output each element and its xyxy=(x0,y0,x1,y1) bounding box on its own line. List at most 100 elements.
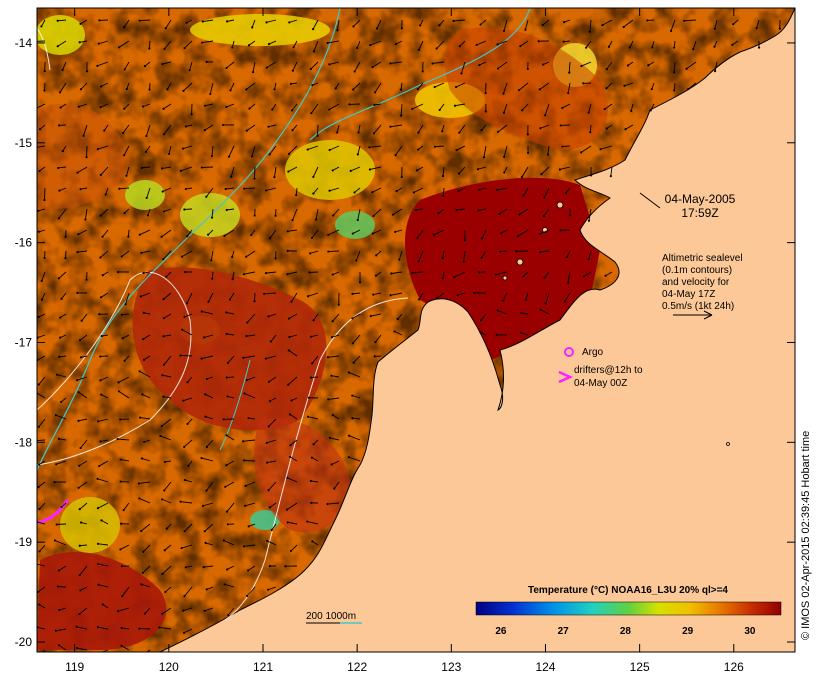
velocity-arrow-head xyxy=(124,303,127,306)
velocity-arrow xyxy=(147,208,151,216)
velocity-arrow-head xyxy=(61,149,64,153)
velocity-arrow xyxy=(287,477,298,483)
velocity-arrow-head xyxy=(96,147,100,151)
velocity-arrow-head xyxy=(60,400,63,404)
velocity-arrow xyxy=(539,229,550,235)
velocity-arrow-head xyxy=(288,335,291,339)
velocity-arrow xyxy=(227,19,235,22)
altimetry-line-2: (0.1m contours) xyxy=(662,265,732,276)
lat-tick-label: -18 xyxy=(15,435,33,449)
velocity-arrow-head xyxy=(37,485,40,489)
velocity-arrow-head xyxy=(100,393,103,396)
velocity-arrow-head xyxy=(732,23,735,26)
velocity-arrow xyxy=(201,311,214,315)
velocity-arrow xyxy=(500,229,508,234)
velocity-arrow xyxy=(244,459,256,462)
velocity-arrow-head xyxy=(250,155,253,158)
velocity-arrow-head xyxy=(289,455,292,459)
velocity-arrow xyxy=(101,519,109,525)
velocity-arrow-head xyxy=(100,519,103,522)
velocity-arrow-head xyxy=(524,298,527,302)
velocity-arrow-head xyxy=(421,70,424,73)
velocity-arrow-head xyxy=(246,321,249,324)
velocity-arrow-head xyxy=(138,19,141,22)
velocity-arrow-head xyxy=(374,274,378,277)
velocity-arrow xyxy=(162,374,172,378)
velocity-arrow xyxy=(390,61,403,64)
lat-tick-label: -14 xyxy=(15,36,33,50)
velocity-arrow xyxy=(162,607,172,615)
velocity-arrow xyxy=(524,19,529,30)
velocity-arrow xyxy=(184,586,193,597)
velocity-arrow-head xyxy=(755,27,758,30)
colorbar-ramp xyxy=(475,601,782,616)
velocity-arrow-head xyxy=(138,233,141,236)
velocity-arrow-head xyxy=(268,565,272,568)
velocity-arrow-head xyxy=(331,413,334,417)
velocity-arrow xyxy=(100,250,109,258)
velocity-arrow-head xyxy=(118,46,121,49)
velocity-arrow-head xyxy=(138,370,141,373)
velocity-arrow xyxy=(268,418,277,427)
velocity-arrow-head xyxy=(522,275,525,278)
velocity-arrow xyxy=(497,124,508,133)
velocity-arrow-head xyxy=(225,311,228,314)
velocity-arrow-head xyxy=(484,91,487,95)
velocity-arrow-head xyxy=(138,497,141,500)
velocity-arrow-head xyxy=(121,595,124,598)
velocity-arrow xyxy=(497,40,508,45)
velocity-arrow-head xyxy=(268,153,271,156)
velocity-arrow-head xyxy=(337,303,340,306)
velocity-arrow-head xyxy=(122,508,125,512)
velocity-arrow-head xyxy=(242,545,246,548)
velocity-arrow-head xyxy=(122,26,126,29)
velocity-arrow xyxy=(58,438,67,441)
velocity-arrow-head xyxy=(672,71,676,74)
velocity-arrow xyxy=(479,187,487,191)
velocity-arrow xyxy=(372,187,382,193)
velocity-arrow xyxy=(100,649,109,652)
velocity-arrow xyxy=(481,250,487,258)
velocity-arrow-head xyxy=(253,214,256,217)
velocity-arrow xyxy=(454,103,466,107)
velocity-arrow xyxy=(37,355,46,361)
velocity-arrow xyxy=(287,376,298,386)
colorbar-tick-label: 27 xyxy=(558,626,570,637)
velocity-arrow-head xyxy=(38,169,41,173)
velocity-arrow xyxy=(165,19,172,29)
velocity-arrow xyxy=(162,61,172,65)
velocity-arrow-head xyxy=(79,188,82,191)
velocity-arrow xyxy=(544,271,550,278)
velocity-arrow xyxy=(184,479,193,483)
velocity-arrow-head xyxy=(140,166,143,169)
velocity-arrow-head xyxy=(312,192,315,195)
velocity-arrow xyxy=(100,376,109,381)
velocity-arrow-head xyxy=(243,187,246,190)
velocity-arrow xyxy=(42,649,46,652)
velocity-arrow-head xyxy=(57,166,60,170)
velocity-arrow-head xyxy=(78,464,81,467)
velocity-arrow-head xyxy=(205,445,208,448)
velocity-arrow-head xyxy=(544,302,547,305)
velocity-arrow xyxy=(589,124,592,133)
velocity-arrow xyxy=(77,647,88,651)
velocity-arrow xyxy=(187,376,193,383)
velocity-arrow-head xyxy=(99,106,102,109)
velocity-arrow xyxy=(77,166,88,174)
altimetry-line-5: 0.5m/s (1kt 24h) xyxy=(662,301,734,312)
velocity-arrow xyxy=(117,607,130,612)
velocity-arrow xyxy=(588,208,592,221)
velocity-arrow-head xyxy=(120,644,123,647)
velocity-arrow-head xyxy=(559,124,562,127)
velocity-arrow xyxy=(315,208,319,220)
velocity-arrow xyxy=(142,565,151,574)
velocity-arrow-head xyxy=(287,317,291,320)
velocity-arrow xyxy=(463,250,466,262)
velocity-arrow xyxy=(97,502,109,509)
velocity-arrow xyxy=(369,166,382,170)
velocity-arrow-head xyxy=(97,583,100,586)
velocity-arrow-head xyxy=(205,195,208,198)
velocity-arrow xyxy=(58,271,67,279)
velocity-arrow-head xyxy=(330,463,333,466)
velocity-arrow-head xyxy=(264,272,268,275)
